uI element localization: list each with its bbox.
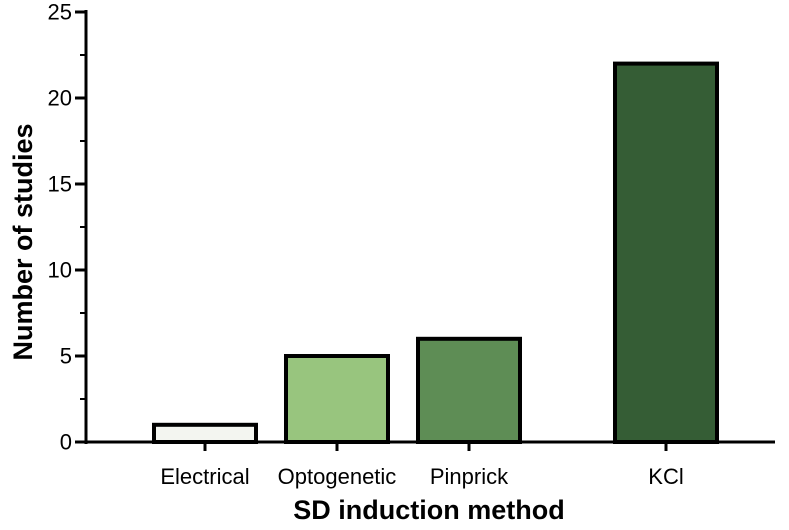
bar-kcl [613,61,719,444]
y-tick-label: 10 [48,258,72,283]
bar-optogenetic [284,354,390,444]
y-tick-label: 15 [48,172,72,197]
bar-pinprick [416,336,522,444]
bars-layer [152,61,719,444]
y-tick-label: 5 [60,344,72,369]
y-axis-title: Number of studies [8,123,38,360]
x-tick-label: Pinprick [430,464,509,489]
y-tick-label: 25 [48,0,72,25]
x-tick-label: KCl [648,464,683,489]
bar-electrical [152,422,258,444]
y-tick-label: 20 [48,86,72,111]
x-axis-title: SD induction method [293,495,564,525]
x-tick-label: Electrical [160,464,249,489]
axes-layer: 0 5 10 15 20 25 Electrical Optogenetic Pinprick K… [48,0,775,489]
y-tick-label: 0 [60,430,72,455]
x-tick-label: Optogenetic [278,464,397,489]
